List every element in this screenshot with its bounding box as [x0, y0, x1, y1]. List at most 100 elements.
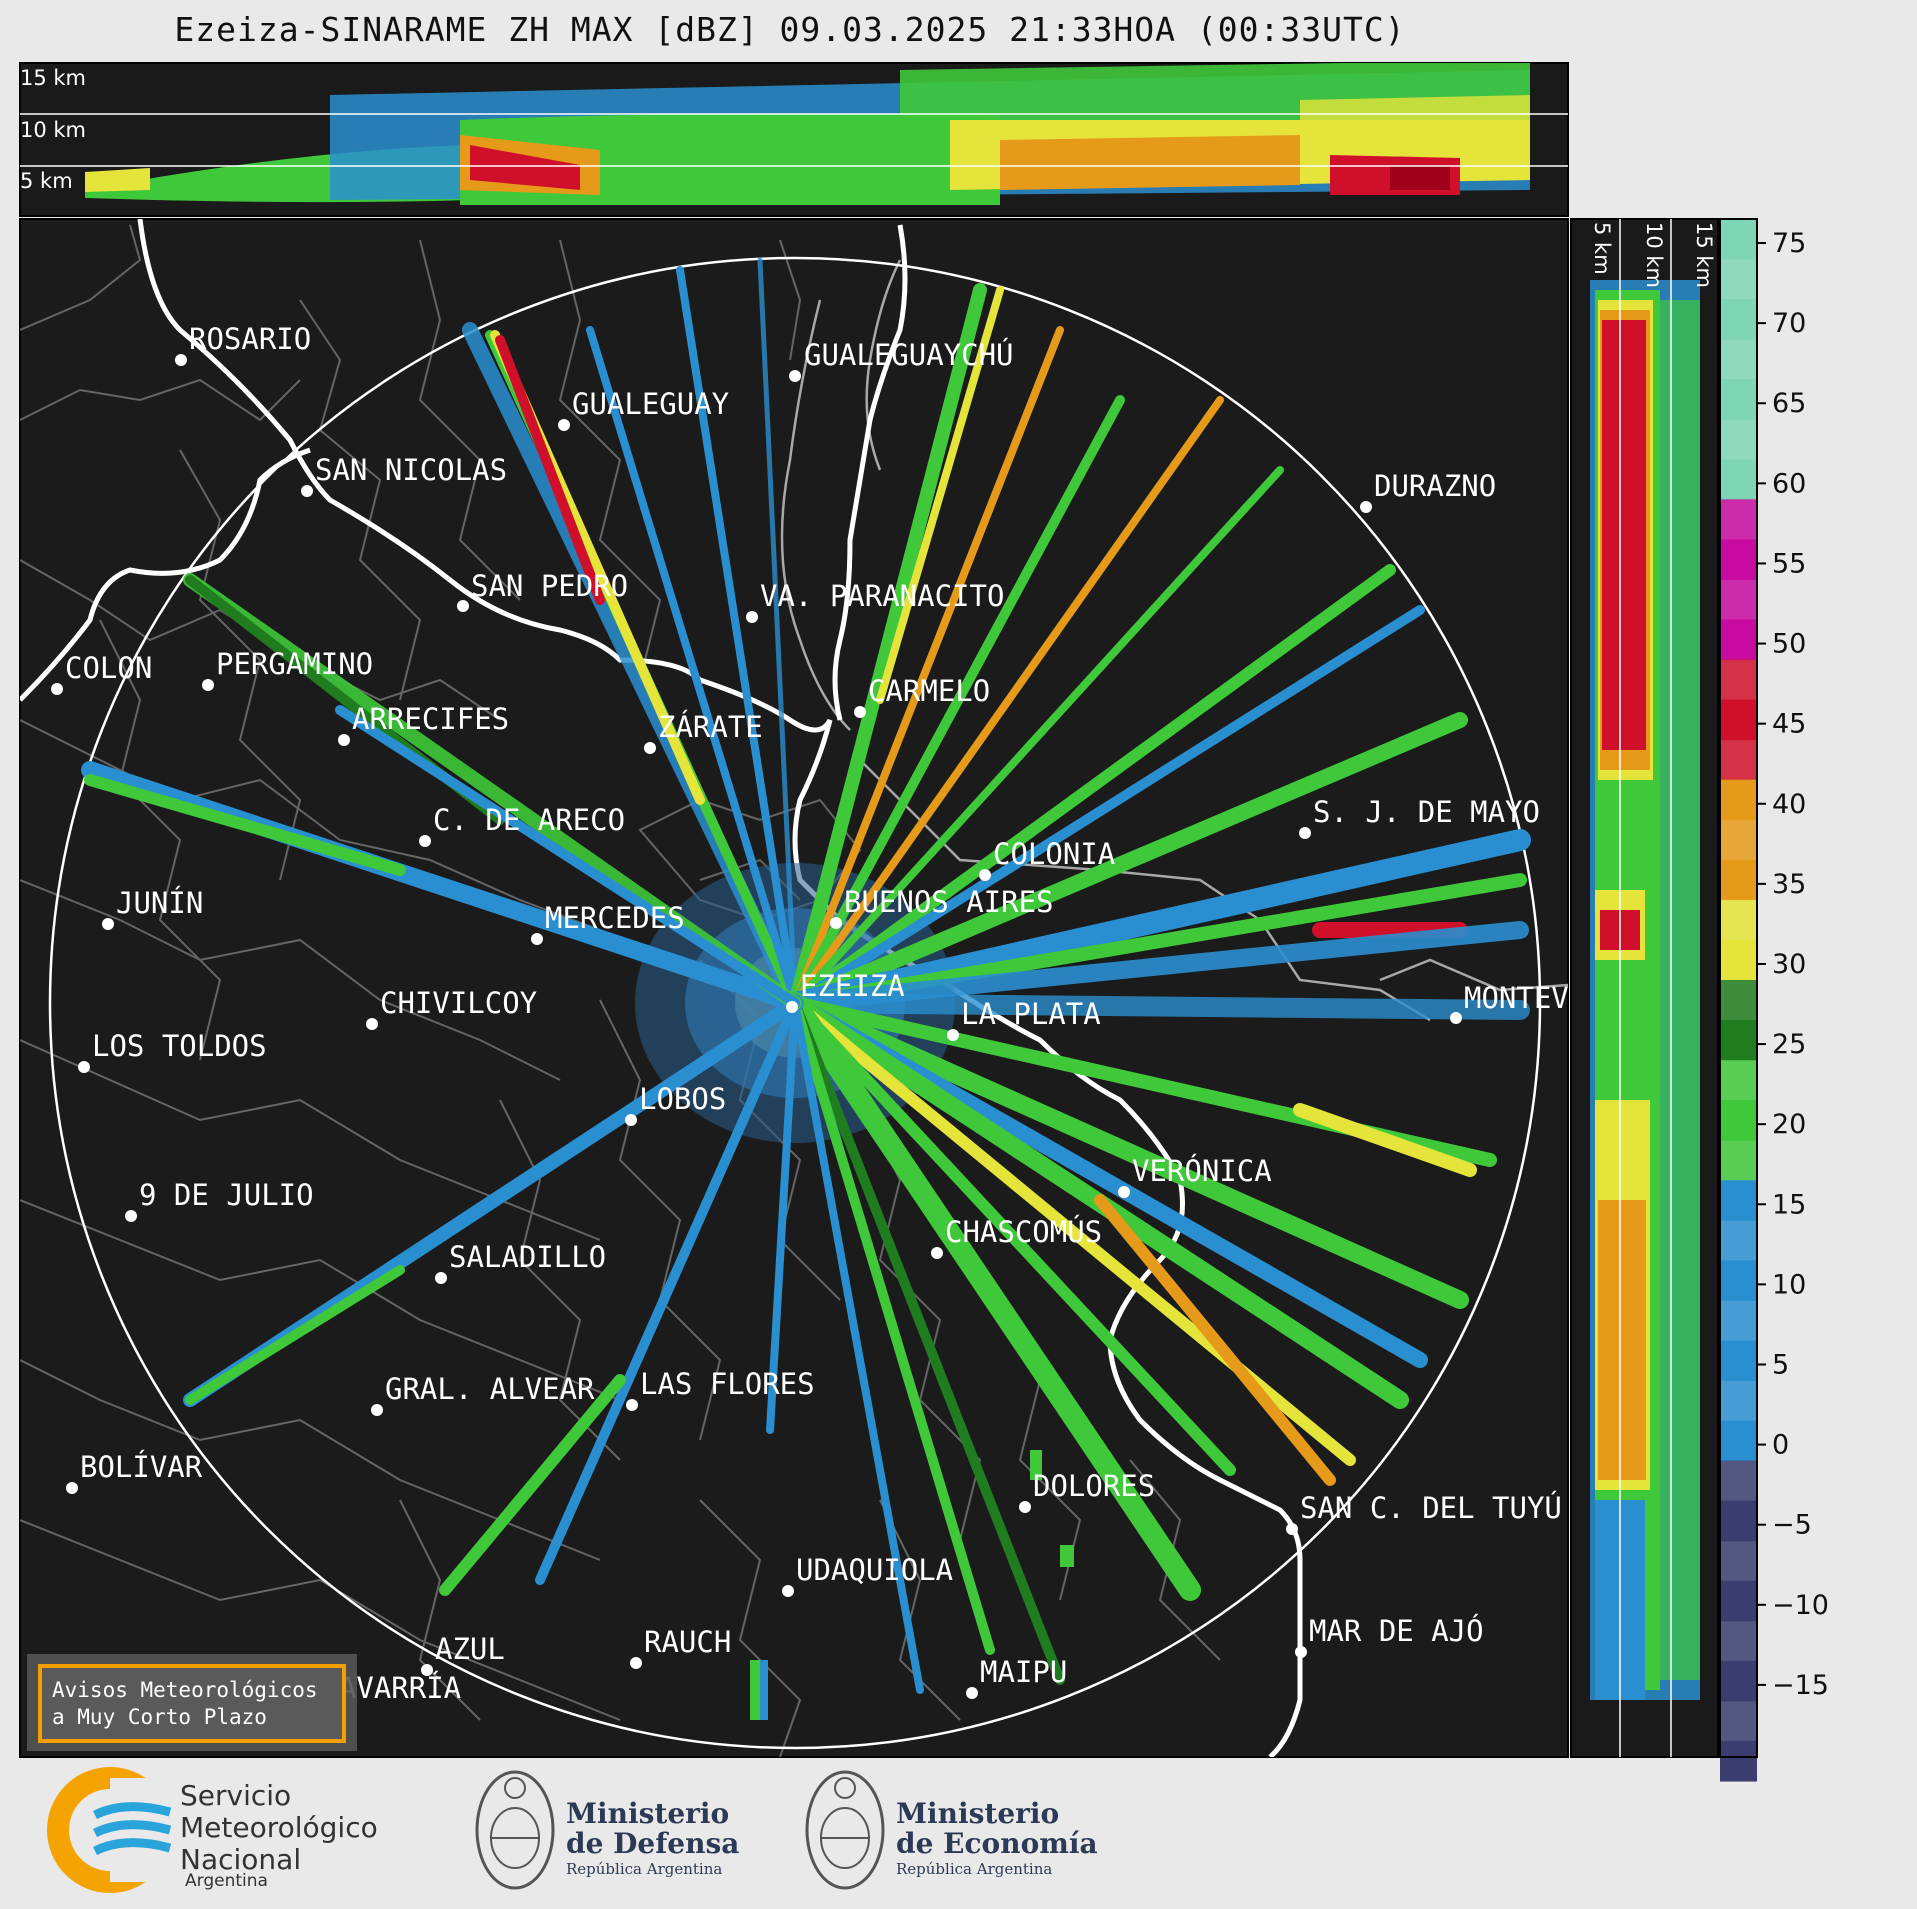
- colorbar-band: [1720, 659, 1757, 701]
- svg-text:ROSARIO: ROSARIO: [189, 322, 311, 356]
- colorbar-band: [1720, 1740, 1757, 1782]
- city-san-pedro: SAN PEDRO: [457, 569, 628, 612]
- top-height-label-15: 15 km: [20, 66, 86, 90]
- colorbar-band: [1720, 1580, 1757, 1622]
- colorbar-band: [1720, 1300, 1757, 1341]
- city-arrecifes: ARRECIFES: [338, 702, 509, 746]
- colorbar-band: [1720, 1100, 1757, 1141]
- colorbar-steps: [1720, 219, 1757, 1782]
- economia-logo: Ministerio de Economía República Argenti…: [805, 1770, 1098, 1890]
- city-colonia: COLONIA: [979, 837, 1115, 881]
- top-height-label-5: 5 km: [20, 169, 73, 193]
- top-height-label-10: 10 km: [20, 118, 86, 142]
- svg-text:DURAZNO: DURAZNO: [1374, 469, 1496, 503]
- svg-text:LA PLATA: LA PLATA: [961, 997, 1101, 1031]
- city-veronica: VERÓNICA: [1118, 1154, 1272, 1198]
- defensa-line1: Ministerio: [566, 1797, 729, 1830]
- colorbar-band: [1720, 299, 1757, 340]
- defensa-logo: Ministerio de Defensa República Argentin…: [475, 1770, 739, 1890]
- city-san-c-del-tuyu: SAN C. DEL TUYÚ: [1286, 1491, 1562, 1535]
- city-maipu: MAIPU: [966, 1655, 1067, 1699]
- warning-box-line1: Avisos Meteorológicos: [52, 1678, 318, 1702]
- svg-text:GUALEGUAYCHÚ: GUALEGUAYCHÚ: [804, 338, 1014, 372]
- smn-logo: Servicio Meteorológico Nacional Argentin…: [47, 1767, 378, 1893]
- city-buenos-aires: BUENOS AIRES: [830, 885, 1054, 929]
- svg-text:SAN PEDRO: SAN PEDRO: [471, 569, 628, 603]
- svg-text:SALADILLO: SALADILLO: [449, 1240, 606, 1274]
- colorbar-band: [1720, 1380, 1757, 1422]
- top-cross-section-panel: 15 km 10 km 5 km: [19, 62, 1569, 217]
- city-pergamino: PERGAMINO: [202, 647, 373, 691]
- smn-line4: Argentina: [185, 1871, 268, 1891]
- colorbar-band: [1720, 1260, 1757, 1301]
- colorbar-tick-label: 65: [1772, 388, 1806, 419]
- colorbar-tick-label: 35: [1772, 869, 1806, 900]
- economia-line3: República Argentina: [896, 1860, 1052, 1878]
- city-udaquiola: UDAQUIOLA: [782, 1553, 953, 1597]
- svg-text:COLONIA: COLONIA: [993, 837, 1115, 871]
- svg-text:LOBOS: LOBOS: [639, 1082, 726, 1116]
- colorbar-band: [1720, 1460, 1757, 1502]
- colorbar-tick-label: 30: [1772, 949, 1806, 980]
- warning-box-line2: a Muy Corto Plazo: [52, 1705, 267, 1729]
- smn-line3: Nacional: [180, 1843, 301, 1876]
- colorbar-band: [1720, 1620, 1757, 1662]
- city-va-paranacito: VA. PARANACITO: [746, 579, 1004, 623]
- city-lobos: LOBOS: [625, 1082, 726, 1126]
- city-gral-alvear: GRAL. ALVEAR: [371, 1372, 595, 1416]
- colorbar-tick-label: 50: [1772, 629, 1806, 660]
- svg-text:EZEIZA: EZEIZA: [800, 969, 905, 1003]
- colorbar-band: [1720, 619, 1757, 661]
- colorbar-band: [1720, 779, 1757, 821]
- colorbar-tick-label: 5: [1772, 1349, 1789, 1380]
- city-colon: COLON: [51, 651, 152, 695]
- colorbar-tick-label: 75: [1772, 228, 1806, 259]
- city-c-de-areco: C. DE ARECO: [419, 803, 625, 847]
- city-rosario: ROSARIO: [175, 322, 311, 366]
- city-sj-de-mayo: S. J. DE MAYO: [1299, 795, 1540, 839]
- city-gualeguaychu: GUALEGUAYCHÚ: [789, 338, 1014, 382]
- colorbar-band: [1720, 1140, 1757, 1181]
- colorbar-band: [1720, 899, 1757, 941]
- colorbar-tick-label: −15: [1772, 1670, 1829, 1701]
- colorbar-tick-label: 45: [1772, 709, 1806, 740]
- svg-text:DOLORES: DOLORES: [1033, 1469, 1155, 1503]
- smn-line2: Meteorológico: [180, 1811, 378, 1844]
- svg-text:ARRECIFES: ARRECIFES: [352, 702, 509, 736]
- page-title: Ezeiza-SINARAME ZH MAX [dBZ] 09.03.2025 …: [174, 10, 1406, 49]
- svg-text:SAN NICOLAS: SAN NICOLAS: [315, 453, 507, 487]
- defensa-line3: República Argentina: [566, 1860, 722, 1878]
- colorbar-band: [1720, 1220, 1757, 1261]
- colorbar-band: [1720, 539, 1757, 580]
- colorbar-tick-label: 15: [1772, 1189, 1806, 1220]
- radar-echo-spokes: [81, 257, 1531, 1720]
- svg-text:CHASCOMÚS: CHASCOMÚS: [945, 1215, 1102, 1249]
- city-los-toldos: LOS TOLDOS: [78, 1029, 267, 1073]
- colorbar-tick-label: −10: [1772, 1590, 1829, 1621]
- colorbar-band: [1720, 1700, 1757, 1742]
- colorbar-band: [1720, 1180, 1757, 1221]
- colorbar-tick-label: 10: [1772, 1269, 1806, 1300]
- right-height-label-15: 15 km: [1692, 222, 1716, 288]
- colorbar-band: [1720, 1340, 1757, 1382]
- warning-box[interactable]: Avisos Meteorológicos a Muy Corto Plazo: [27, 1654, 357, 1751]
- city-zarate: ZÁRATE: [644, 710, 763, 754]
- colorbar-tick-label: 25: [1772, 1029, 1806, 1060]
- colorbar-tick-label: 60: [1772, 468, 1806, 499]
- smn-line1: Servicio: [180, 1779, 291, 1812]
- city-junin: JUNÍN: [102, 886, 203, 930]
- colorbar-band: [1720, 939, 1757, 981]
- svg-text:MERCEDES: MERCEDES: [545, 901, 685, 935]
- city-las-flores: LAS FLORES: [626, 1367, 815, 1411]
- svg-text:MAR DE AJÓ: MAR DE AJÓ: [1309, 1614, 1484, 1648]
- colorbar-band: [1720, 419, 1757, 460]
- svg-text:MONTEVIDEO: MONTEVIDEO: [1464, 981, 1639, 1015]
- svg-text:BUENOS AIRES: BUENOS AIRES: [844, 885, 1054, 919]
- city-bolivar: BOLÍVAR: [66, 1450, 203, 1494]
- svg-text:PERGAMINO: PERGAMINO: [216, 647, 373, 681]
- economia-line1: Ministerio: [896, 1797, 1059, 1830]
- colorbar-band: [1720, 1540, 1757, 1582]
- city-la-plata: LA PLATA: [947, 997, 1101, 1041]
- defensa-line2: de Defensa: [566, 1827, 739, 1860]
- svg-text:RAUCH: RAUCH: [644, 1625, 731, 1659]
